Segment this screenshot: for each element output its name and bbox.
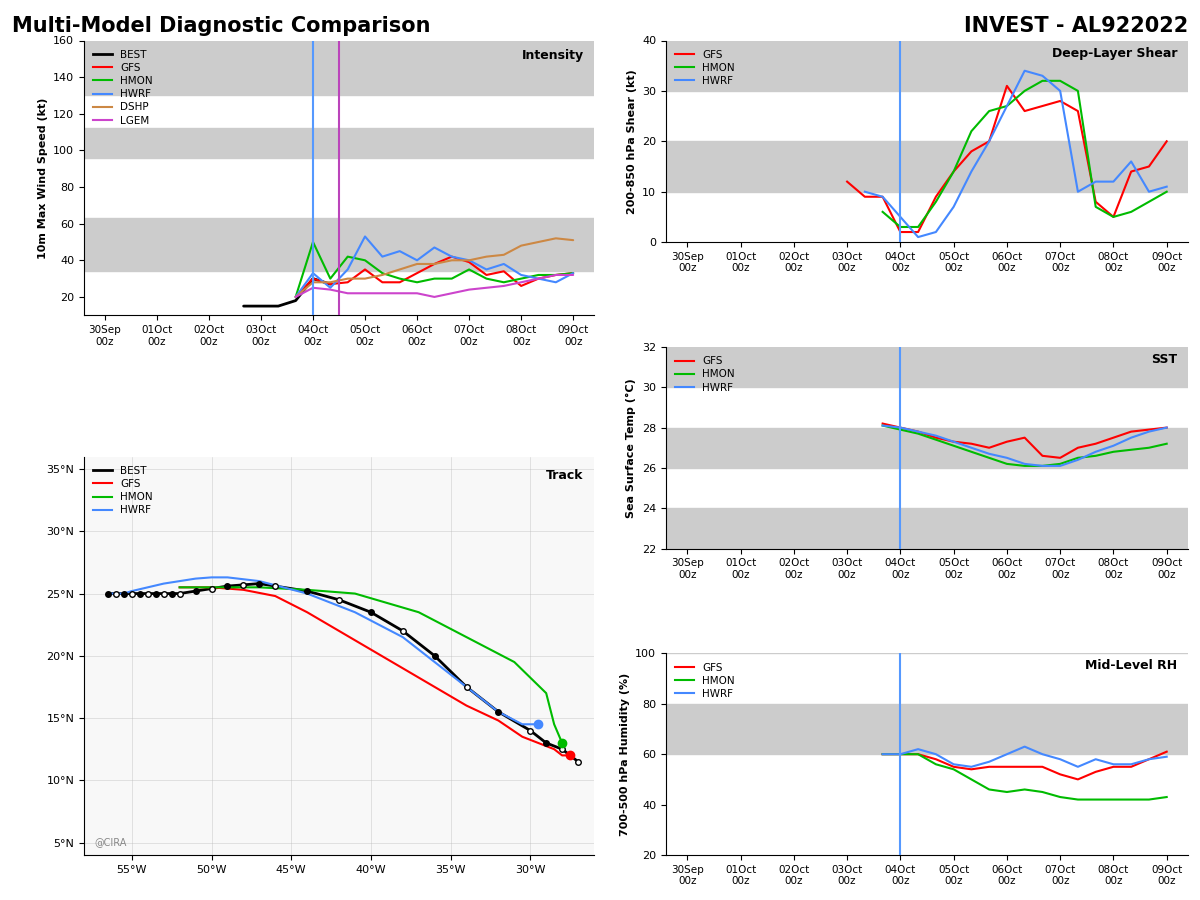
Bar xyxy=(84,218,594,271)
Bar xyxy=(666,141,1188,192)
Legend: BEST, GFS, HMON, HWRF: BEST, GFS, HMON, HWRF xyxy=(89,462,157,519)
Legend: GFS, HMON, HWRF: GFS, HMON, HWRF xyxy=(671,352,739,397)
Legend: GFS, HMON, HWRF: GFS, HMON, HWRF xyxy=(671,659,739,703)
Bar xyxy=(666,40,1188,91)
Text: Deep-Layer Shear: Deep-Layer Shear xyxy=(1052,47,1177,59)
Y-axis label: 10m Max Wind Speed (kt): 10m Max Wind Speed (kt) xyxy=(37,97,48,258)
Bar xyxy=(84,40,594,95)
Text: @CIRA: @CIRA xyxy=(95,837,126,847)
Legend: BEST, GFS, HMON, HWRF, DSHP, LGEM: BEST, GFS, HMON, HWRF, DSHP, LGEM xyxy=(89,46,157,130)
Text: SST: SST xyxy=(1152,353,1177,366)
Text: Multi-Model Diagnostic Comparison: Multi-Model Diagnostic Comparison xyxy=(12,16,431,36)
Y-axis label: Sea Surface Temp (°C): Sea Surface Temp (°C) xyxy=(626,378,636,518)
Text: Intensity: Intensity xyxy=(522,49,584,62)
Bar xyxy=(666,704,1188,754)
Text: Mid-Level RH: Mid-Level RH xyxy=(1086,660,1177,672)
Text: Track: Track xyxy=(546,469,584,482)
Bar xyxy=(666,508,1188,549)
Text: INVEST - AL922022: INVEST - AL922022 xyxy=(964,16,1188,36)
Bar xyxy=(84,129,594,158)
Y-axis label: 700-500 hPa Humidity (%): 700-500 hPa Humidity (%) xyxy=(619,672,630,836)
Legend: GFS, HMON, HWRF: GFS, HMON, HWRF xyxy=(671,46,739,90)
Y-axis label: 200-850 hPa Shear (kt): 200-850 hPa Shear (kt) xyxy=(626,69,636,213)
Bar xyxy=(666,346,1188,387)
Bar xyxy=(666,428,1188,468)
